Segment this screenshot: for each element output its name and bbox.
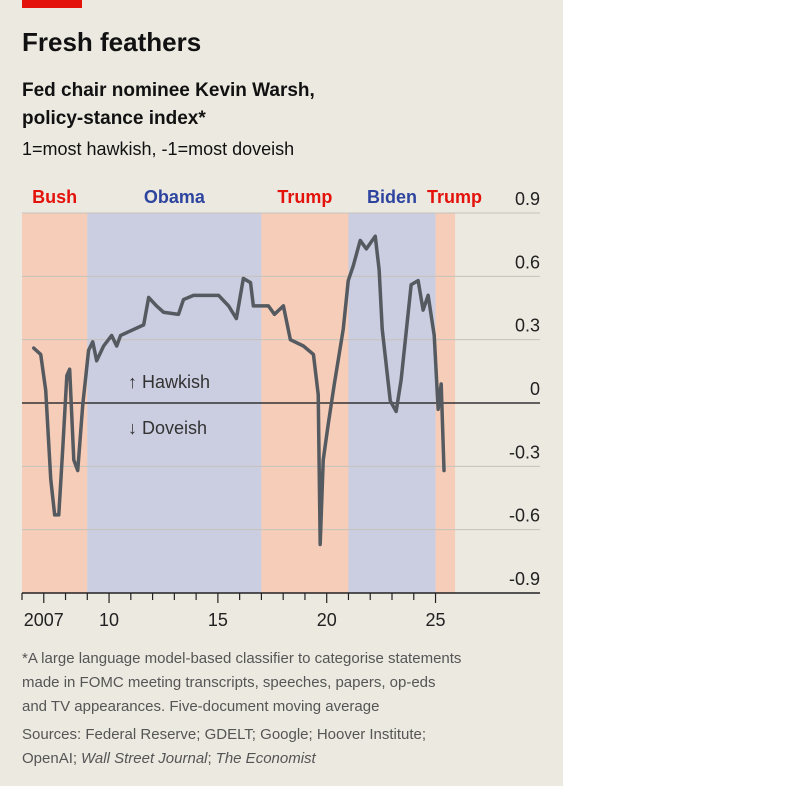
period-label: Trump [427,187,482,207]
period-label: Bush [32,187,77,207]
source: OpenAI; [22,750,77,767]
y-tick-label: -0.9 [509,569,540,589]
source: The Economist [216,750,317,767]
period-label: Trump [277,187,332,207]
annotation: ↓ Doveish [128,418,207,438]
source-note: OpenAI; Wall Street Journal; The Economist [22,750,317,767]
x-tick-label: 2007 [24,610,64,630]
footnote: made in FOMC meeting transcripts, speech… [22,674,436,691]
period-label: Biden [367,187,417,207]
y-tick-label: 0.9 [515,189,540,209]
brand-tag [22,0,82,8]
subtitle: policy-stance index* [22,108,206,129]
x-tick-label: 10 [99,610,119,630]
scale-note: 1=most hawkish, -1=most doveish [22,139,294,159]
y-tick-label: 0.3 [515,316,540,336]
chart-title: Fresh feathers [22,27,201,57]
footnote: and TV appearances. Five-document moving… [22,698,379,715]
x-tick-label: 25 [426,610,446,630]
source-note: Sources: Federal Reserve; GDELT; Google;… [22,726,426,743]
data-line [32,234,446,547]
period-label: Obama [144,187,206,207]
y-tick-label: 0 [530,379,540,399]
x-tick-label: 20 [317,610,337,630]
y-tick-label: -0.3 [509,442,540,462]
x-tick-label: 15 [208,610,228,630]
plot-area: Bush Obama Trump Biden Trump 0.9 0.6 0.3 0 -0.3 -0… [21,187,540,630]
footnote: *A large language model-based classifier… [22,650,461,667]
annotation: ↑ Hawkish [128,372,210,392]
source: ; [208,750,212,767]
source: Wall Street Journal [81,750,208,767]
subtitle: Fed chair nominee Kevin Warsh, [22,80,315,101]
y-tick-label: 0.6 [515,252,540,272]
y-tick-label: -0.6 [509,506,540,526]
